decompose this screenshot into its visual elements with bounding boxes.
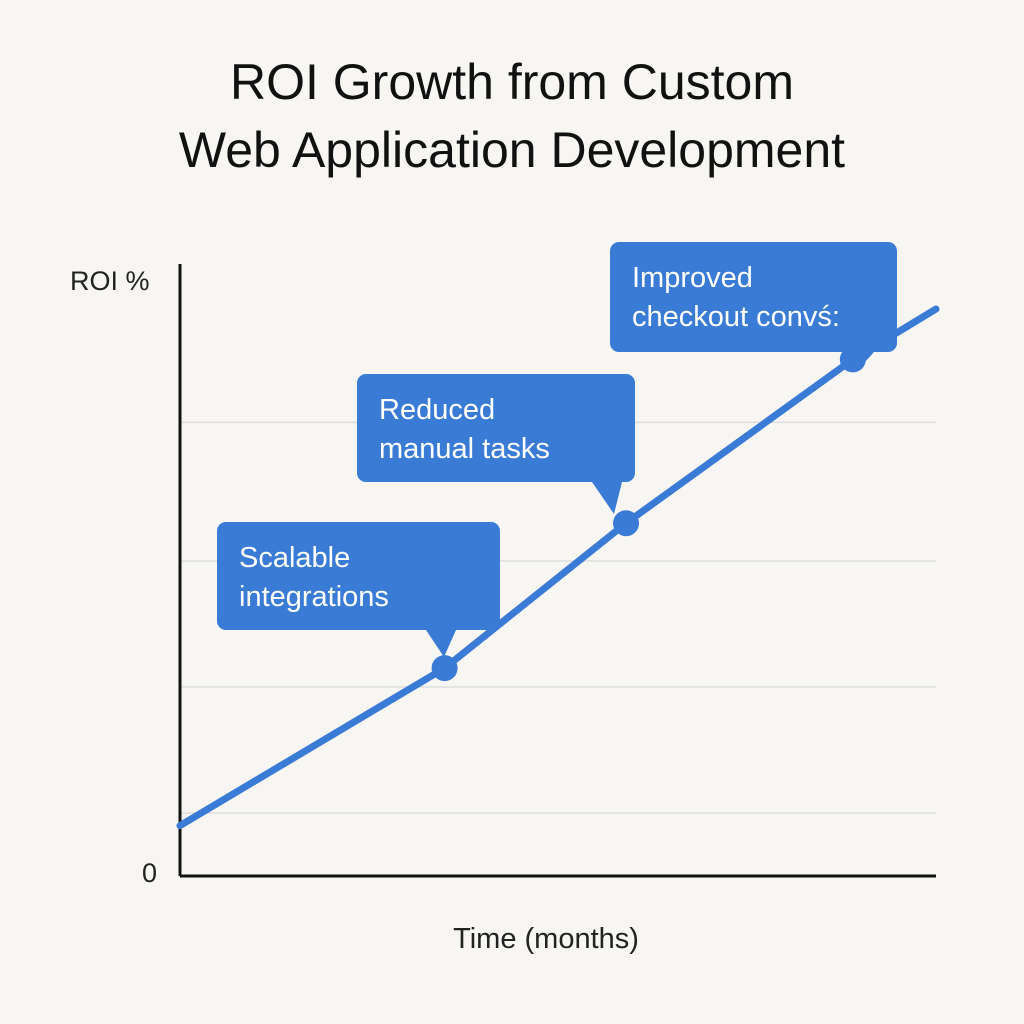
callout-3: Improved checkout convś:: [610, 242, 897, 372]
callout-box: [610, 242, 897, 352]
y-axis-title: ROI %: [70, 266, 150, 296]
callout-box: [217, 522, 500, 630]
callout-1: Scalable integrations: [217, 522, 500, 657]
data-point-1: [431, 655, 458, 682]
x-axis-title: Time (months): [453, 923, 639, 955]
callout-label-line: manual tasks: [379, 433, 550, 465]
y-tick-label-0: 0: [142, 858, 157, 888]
callouts: Scalable integrations Reduced manual tasks I…: [217, 242, 897, 657]
chart-title: ROI Growth from Custom Web Application D…: [0, 48, 1024, 184]
callout-label-line: checkout convś:: [632, 301, 840, 333]
callout-pointer: [426, 630, 456, 657]
callout-pointer: [844, 352, 874, 372]
callout-label-line: Improved: [632, 262, 753, 294]
callout-label-line: integrations: [239, 581, 389, 613]
chart-title-line-2: Web Application Development: [178, 122, 846, 178]
callout-box: [357, 374, 635, 482]
callout-label-line: Reduced: [379, 394, 495, 426]
chart-title-line-1: ROI Growth from Custom: [230, 54, 794, 110]
callout-2: Reduced manual tasks: [357, 374, 635, 514]
callout-pointer: [592, 482, 622, 514]
callout-label-line: Scalable: [239, 542, 350, 574]
data-point-2: [613, 510, 640, 537]
